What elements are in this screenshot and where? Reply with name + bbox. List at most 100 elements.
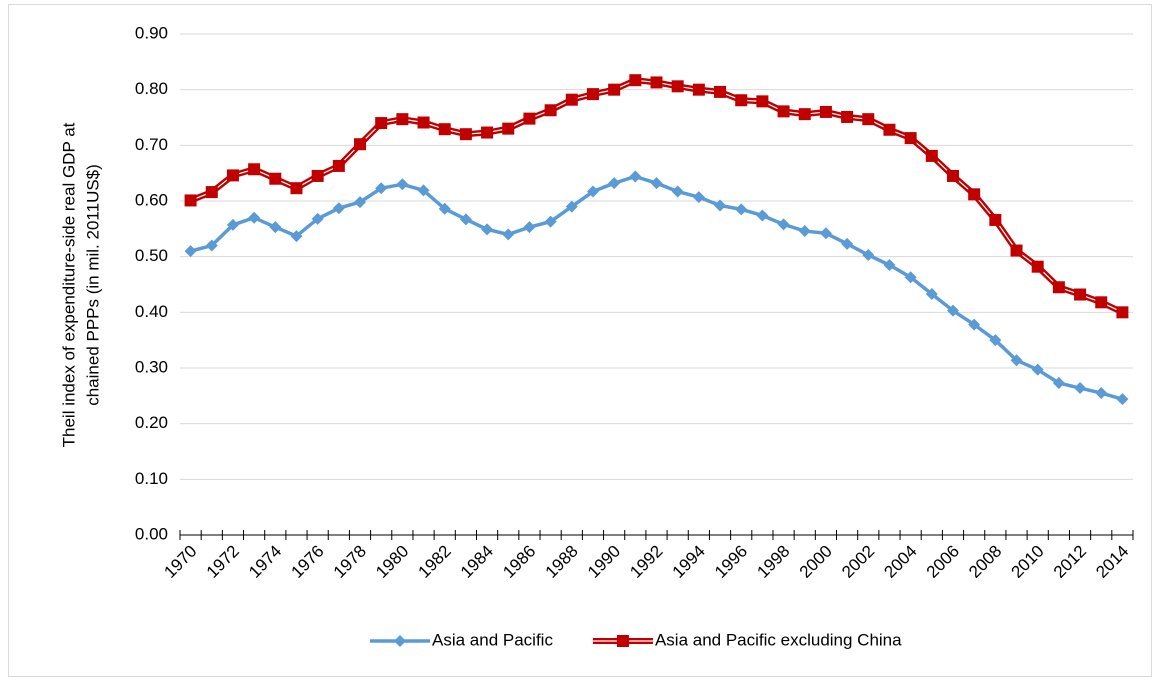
y-tick-label: 0.10 xyxy=(135,469,168,488)
y-axis-title: Theil index of expenditure-side real GDP… xyxy=(59,122,78,447)
marker xyxy=(205,186,218,199)
marker xyxy=(481,223,494,236)
marker xyxy=(968,188,981,201)
marker xyxy=(777,218,790,231)
marker xyxy=(714,85,727,98)
marker xyxy=(481,126,494,139)
marker xyxy=(332,202,345,215)
marker xyxy=(714,199,727,212)
marker xyxy=(586,88,599,101)
marker xyxy=(311,169,324,182)
marker xyxy=(1052,377,1065,390)
marker xyxy=(184,245,197,258)
legend-marker xyxy=(394,635,406,647)
marker xyxy=(756,209,769,222)
marker xyxy=(438,202,451,215)
marker xyxy=(375,182,388,195)
marker xyxy=(459,213,472,226)
legend-label: Asia and Pacific excluding China xyxy=(655,630,902,649)
marker xyxy=(544,215,557,228)
marker xyxy=(417,116,430,129)
marker xyxy=(565,200,578,213)
marker xyxy=(586,185,599,198)
marker xyxy=(841,110,854,123)
marker xyxy=(1095,387,1108,400)
marker xyxy=(777,105,790,118)
marker xyxy=(226,169,239,182)
marker xyxy=(269,221,282,234)
y-tick-label: 0.40 xyxy=(135,302,168,321)
marker xyxy=(248,163,261,176)
marker xyxy=(904,132,917,145)
marker xyxy=(226,218,239,231)
marker xyxy=(523,112,536,125)
y-tick-label: 0.80 xyxy=(135,79,168,98)
marker xyxy=(735,203,748,216)
marker xyxy=(862,113,875,126)
marker xyxy=(1010,354,1023,367)
marker xyxy=(1010,244,1023,257)
marker xyxy=(608,177,621,190)
marker xyxy=(925,149,938,162)
marker xyxy=(904,271,917,284)
legend-marker xyxy=(616,635,629,647)
marker xyxy=(862,248,875,261)
marker xyxy=(650,177,663,190)
marker xyxy=(671,185,684,198)
marker xyxy=(205,239,218,252)
marker xyxy=(1116,306,1129,319)
marker xyxy=(417,184,430,197)
marker xyxy=(544,104,557,117)
marker xyxy=(502,228,515,241)
marker xyxy=(396,113,409,126)
marker xyxy=(798,108,811,121)
marker xyxy=(989,213,1002,226)
marker xyxy=(1052,281,1065,294)
y-tick-label: 0.60 xyxy=(135,190,168,209)
marker xyxy=(946,169,959,182)
marker xyxy=(650,76,663,89)
marker xyxy=(1074,382,1087,395)
marker xyxy=(629,74,642,87)
marker xyxy=(692,191,705,204)
marker xyxy=(354,138,367,151)
marker xyxy=(1031,363,1044,376)
y-tick-label: 0.50 xyxy=(135,246,168,265)
marker xyxy=(184,194,197,207)
marker xyxy=(290,182,303,195)
marker xyxy=(671,80,684,93)
marker xyxy=(692,83,705,96)
marker xyxy=(946,304,959,317)
marker xyxy=(438,123,451,136)
marker xyxy=(798,225,811,238)
legend-label: Asia and Pacific xyxy=(432,630,553,649)
marker xyxy=(1074,288,1087,301)
marker xyxy=(1095,296,1108,309)
marker xyxy=(735,94,748,107)
marker xyxy=(629,170,642,183)
y-tick-label: 0.90 xyxy=(135,23,168,42)
y-tick-label: 0.30 xyxy=(135,357,168,376)
marker xyxy=(819,105,832,118)
marker xyxy=(841,237,854,250)
marker xyxy=(756,95,769,108)
marker xyxy=(459,128,472,141)
marker xyxy=(375,117,388,130)
marker xyxy=(925,287,938,300)
marker xyxy=(523,221,536,234)
chart-frame xyxy=(8,4,1152,677)
y-axis-title: chained PPPs (in mil. 2011US$) xyxy=(83,164,102,406)
marker xyxy=(1116,393,1129,406)
marker xyxy=(396,178,409,191)
y-tick-label: 0.70 xyxy=(135,135,168,154)
marker xyxy=(883,123,896,136)
marker xyxy=(502,122,515,135)
marker xyxy=(883,259,896,272)
legend-item: Asia and Pacific xyxy=(370,630,553,649)
marker xyxy=(311,212,324,225)
marker xyxy=(1031,260,1044,273)
y-tick-label: 0.00 xyxy=(135,524,168,543)
y-tick-label: 0.20 xyxy=(135,413,168,432)
